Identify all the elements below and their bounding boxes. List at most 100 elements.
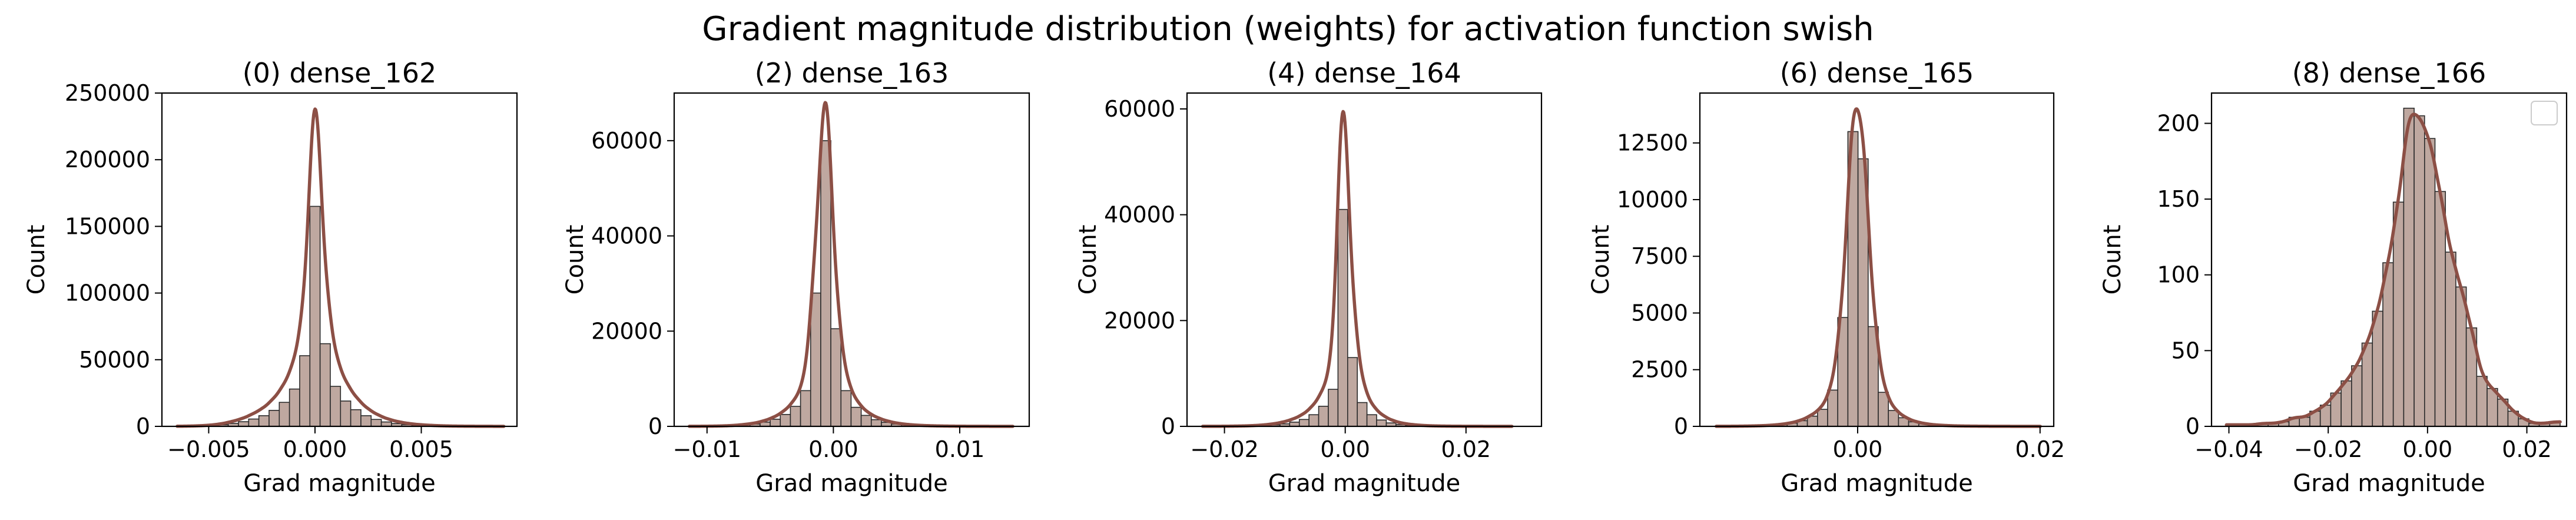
y-axis-label: Count <box>562 225 589 295</box>
y-tick-label: 0 <box>648 413 662 439</box>
histogram-bar <box>840 390 852 427</box>
subplot-title: (6) dense_165 <box>1780 57 1974 89</box>
x-axis-label: Grad magnitude <box>1268 470 1460 497</box>
x-tick-label: 0.01 <box>935 436 985 462</box>
histogram-bar <box>268 410 280 427</box>
histogram-bar <box>350 409 362 427</box>
y-tick-label: 150000 <box>65 213 150 239</box>
y-tick-label: 100 <box>2157 262 2200 288</box>
y-tick-label: 250000 <box>65 80 150 106</box>
histogram-bar <box>860 415 872 427</box>
x-tick-label: 0.00 <box>1320 436 1370 462</box>
histogram-bar <box>360 415 372 427</box>
histogram-bar <box>1328 389 1339 427</box>
subplot-title: (0) dense_162 <box>243 57 437 89</box>
histogram-bar <box>2392 201 2405 427</box>
x-axis-label: Grad magnitude <box>2293 470 2485 497</box>
y-tick-label: 10000 <box>1617 187 1688 213</box>
histogram-bar <box>2351 365 2363 427</box>
legend-box <box>2531 101 2558 125</box>
kde-curve <box>688 101 1015 428</box>
histogram-bar <box>2340 380 2352 427</box>
y-tick-label: 0 <box>2186 413 2200 439</box>
x-tick-label: −0.01 <box>673 436 741 462</box>
axes-frame <box>161 92 518 428</box>
histogram-bar <box>820 140 831 427</box>
histogram-bar <box>330 386 342 427</box>
axes-frame <box>2210 92 2568 428</box>
histogram-bar <box>1298 419 1309 427</box>
y-tick-label: 60000 <box>1104 96 1175 122</box>
y-axis-label: Count <box>2099 225 2126 295</box>
x-tick-label: 0.005 <box>389 436 453 462</box>
histogram-bar <box>1357 402 1368 427</box>
y-tick-label: 7500 <box>1631 243 1688 269</box>
histogram-bar <box>850 406 862 427</box>
histogram-bar <box>2413 115 2425 427</box>
y-tick-label: 20000 <box>1104 307 1175 333</box>
histogram-bar <box>1366 414 1377 427</box>
y-tick-label: 50000 <box>79 347 150 373</box>
x-tick-label: 0.02 <box>2502 436 2552 462</box>
histogram-bar <box>810 292 821 427</box>
histogram-bar <box>2361 342 2373 427</box>
y-tick-label: 12500 <box>1617 130 1688 156</box>
y-tick-label: 0 <box>1674 413 1688 439</box>
histogram-bar <box>2476 376 2488 427</box>
x-tick-label: 0.00 <box>2403 436 2453 462</box>
histogram-bar <box>299 355 311 427</box>
x-tick-label: 0.02 <box>1441 436 1491 462</box>
y-axis-label: Count <box>1075 225 1102 295</box>
y-axis-label: Count <box>23 225 50 295</box>
subplot-1: −0.01 0.00 0.01 0 20000 40000 60000 (2) dense_1… <box>562 57 1030 497</box>
histogram-bar <box>870 419 882 427</box>
histogram-bar <box>1817 409 1828 427</box>
histogram-bar <box>2382 262 2394 427</box>
subplot-3: 0.00 0.02 0 2500 5000 7500 10000 12500 (6) dense… <box>1587 57 2065 497</box>
histogram-bar <box>770 419 781 427</box>
x-tick-label: −0.04 <box>2194 436 2263 462</box>
figure-suptitle: Gradient magnitude distribution (weights… <box>702 10 1874 48</box>
x-tick-label: 0.00 <box>808 436 858 462</box>
histogram-bar <box>258 415 270 427</box>
y-tick-label: 200000 <box>65 147 150 173</box>
y-tick-label: 100000 <box>65 280 150 306</box>
y-tick-label: 2500 <box>1631 357 1688 383</box>
y-tick-label: 40000 <box>591 223 662 249</box>
histogram-bar <box>2445 251 2456 427</box>
axes-frame <box>673 92 1030 428</box>
histogram-bar <box>790 406 801 427</box>
x-axis-label: Grad magnitude <box>1781 470 1972 497</box>
x-tick-label: −0.02 <box>2294 436 2362 462</box>
subplot-0: −0.005 0.000 0.005 0 50000 100000 150000 200000… <box>23 57 518 497</box>
axes-frame <box>1186 92 1543 428</box>
y-tick-label: 200 <box>2157 110 2200 136</box>
histogram-bar <box>1827 389 1839 427</box>
histogram-bar <box>279 402 290 427</box>
histogram-bar <box>289 388 300 427</box>
x-axis-label: Grad magnitude <box>243 470 435 497</box>
y-tick-label: 50 <box>2171 337 2200 363</box>
subplot-title: (4) dense_164 <box>1267 57 1461 89</box>
y-tick-label: 40000 <box>1104 202 1175 228</box>
histogram-bar <box>1888 410 1899 427</box>
y-tick-label: 0 <box>136 413 150 439</box>
histogram-bar <box>248 418 260 427</box>
y-axis-label: Count <box>1587 225 1614 295</box>
histogram-bar <box>1878 392 1889 427</box>
axes-frame <box>1699 92 2055 428</box>
subplot-2: −0.02 0.00 0.02 0 20000 40000 60000 (4) dense_1… <box>1075 57 1543 497</box>
histogram-bar <box>319 343 331 427</box>
histogram-bar <box>2434 191 2446 427</box>
y-tick-label: 20000 <box>591 318 662 344</box>
y-tick-label: 0 <box>1161 413 1175 439</box>
histogram-bar <box>2372 310 2383 427</box>
histogram-bar <box>238 421 250 427</box>
y-tick-label: 5000 <box>1631 300 1688 326</box>
histogram-bar <box>309 206 321 427</box>
histogram-bar <box>340 400 352 427</box>
histogram-bar <box>1347 357 1358 427</box>
x-tick-label: −0.005 <box>167 436 250 462</box>
histogram-bar <box>1376 419 1387 427</box>
histogram-bar <box>1308 414 1320 427</box>
